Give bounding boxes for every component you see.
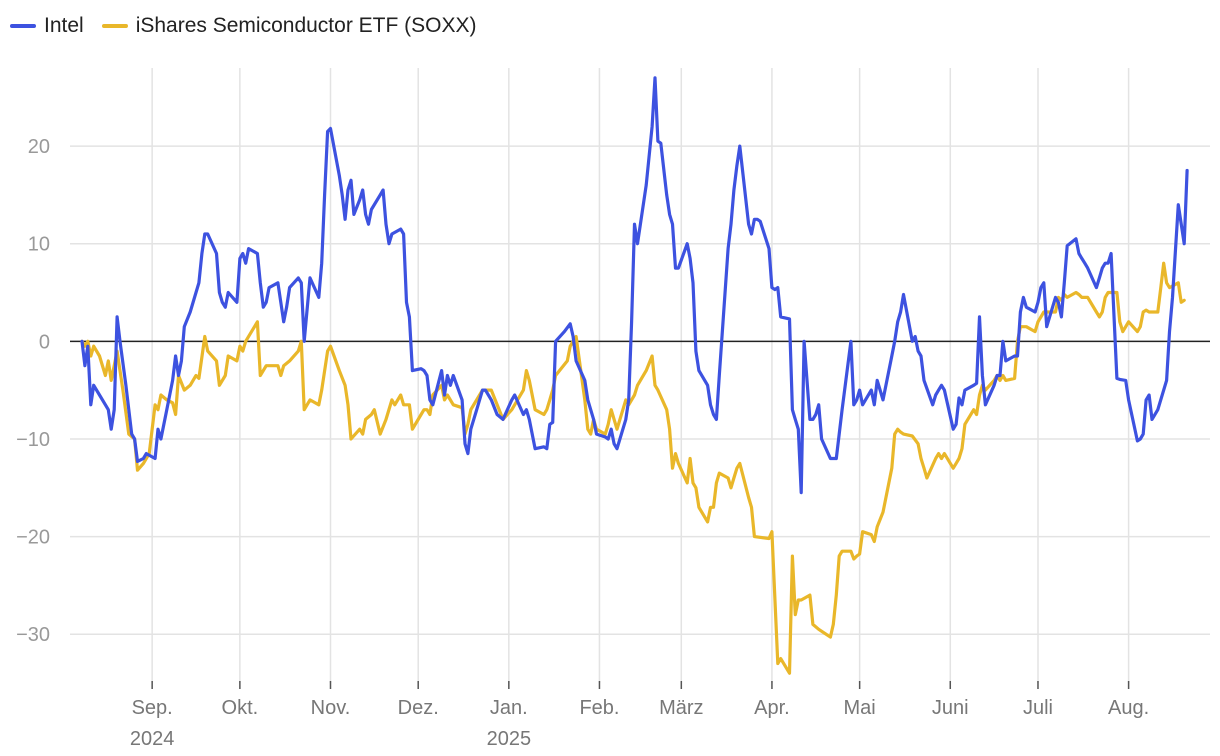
- x-tick-label: Juli: [1023, 697, 1053, 719]
- x-tick-label: Feb.: [579, 697, 619, 719]
- legend-item-soxx[interactable]: iShares Semiconductor ETF (SOXX): [101, 14, 477, 38]
- legend-label-intel: Intel: [44, 14, 84, 37]
- legend-swatch-soxx: [101, 24, 128, 28]
- y-tick-label: −20: [16, 527, 50, 549]
- x-tick-label: Aug.: [1108, 697, 1149, 719]
- y-tick-label: 0: [39, 331, 50, 353]
- y-tick-label: −10: [16, 429, 50, 451]
- x-tick-label: Mai: [844, 697, 876, 719]
- x-tick-label: Dez.: [398, 697, 439, 719]
- x-tick-year-label: 2024: [130, 728, 175, 750]
- x-tick-label: Okt.: [222, 697, 259, 719]
- legend-swatch-intel: [10, 24, 36, 28]
- legend-item-intel[interactable]: Intel: [10, 14, 84, 38]
- x-tick-label: Sep.: [132, 697, 173, 719]
- y-tick-label: 10: [28, 234, 50, 256]
- x-tick-label: März: [659, 697, 703, 719]
- x-tick-label: Nov.: [311, 697, 351, 719]
- y-tick-label: 20: [28, 136, 50, 158]
- legend-label-soxx: iShares Semiconductor ETF (SOXX): [135, 14, 477, 37]
- legend: Intel iShares Semiconductor ETF (SOXX): [10, 14, 494, 38]
- x-tick-label: Juni: [932, 697, 969, 719]
- series-line-intel: [80, 76, 1189, 495]
- x-tick-label: Apr.: [754, 697, 790, 719]
- y-tick-label: −30: [16, 624, 50, 646]
- x-tick-year-label: 2025: [487, 728, 532, 750]
- x-tick-label: Jan.: [490, 697, 528, 719]
